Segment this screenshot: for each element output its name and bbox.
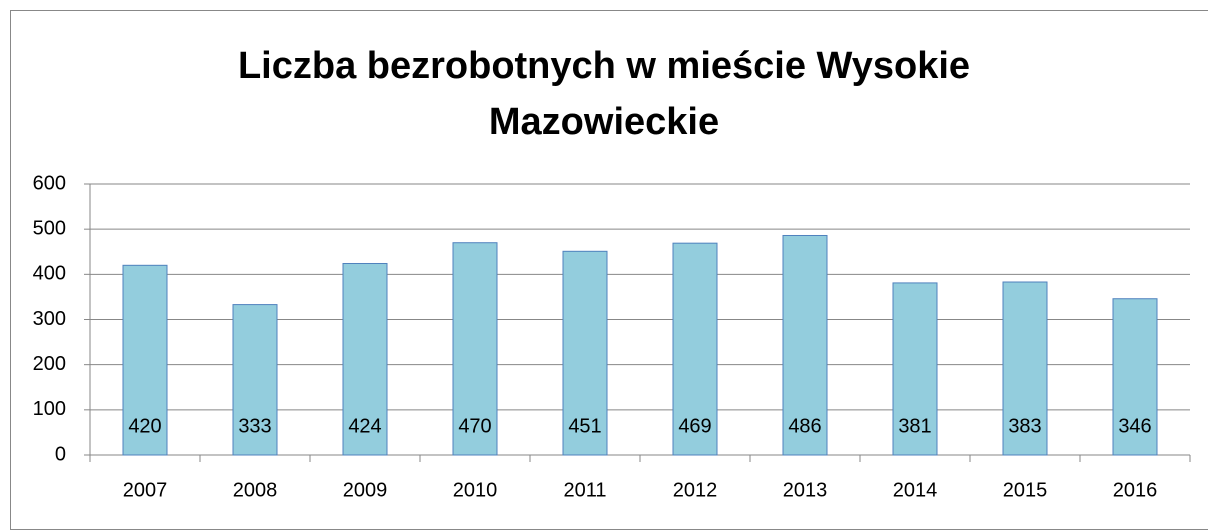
bar	[562, 250, 608, 456]
data-label: 451	[568, 415, 601, 437]
y-tick-label: 100	[33, 398, 66, 420]
bar	[1112, 298, 1158, 456]
bar	[342, 262, 388, 456]
x-tick-label: 2014	[893, 479, 938, 501]
data-label: 383	[1008, 415, 1041, 437]
data-label: 333	[238, 415, 271, 437]
bar	[892, 282, 938, 456]
bar	[232, 304, 278, 456]
y-tick-label: 200	[33, 353, 66, 375]
y-tick-label: 300	[33, 308, 66, 330]
bar	[452, 242, 498, 456]
x-tick-label: 2016	[1113, 479, 1158, 501]
bar	[672, 242, 718, 456]
data-label: 469	[678, 415, 711, 437]
x-tick-label: 2009	[343, 479, 388, 501]
x-tick-label: 2013	[783, 479, 828, 501]
bar	[782, 234, 828, 456]
x-tick-label: 2007	[123, 479, 168, 501]
x-tick-label: 2011	[563, 479, 606, 501]
data-label: 420	[128, 415, 161, 437]
x-tick-label: 2012	[673, 479, 718, 501]
y-tick-label: 600	[33, 172, 66, 194]
data-label: 486	[788, 415, 821, 437]
data-label: 470	[458, 415, 491, 437]
x-tick-label: 2010	[453, 479, 498, 501]
data-label: 381	[898, 415, 931, 437]
y-tick-label: 0	[55, 443, 66, 465]
x-tick-label: 2008	[233, 479, 278, 501]
bar	[122, 264, 168, 456]
data-label: 424	[348, 415, 381, 437]
data-label: 346	[1118, 415, 1151, 437]
chart-title: Liczba bezrobotnych w mieście Wysokie Ma…	[237, 45, 971, 143]
bar	[1002, 281, 1048, 456]
y-tick-label: 400	[33, 263, 66, 285]
y-tick-label: 500	[33, 217, 66, 239]
x-tick-label: 2015	[1003, 479, 1048, 501]
chart: 0 100 200 300 400 500 600 2007 420 2008 333 2009 424…	[33, 172, 1191, 501]
page: Liczba bezrobotnych w mieście Wysokie Ma…	[10, 10, 1208, 530]
